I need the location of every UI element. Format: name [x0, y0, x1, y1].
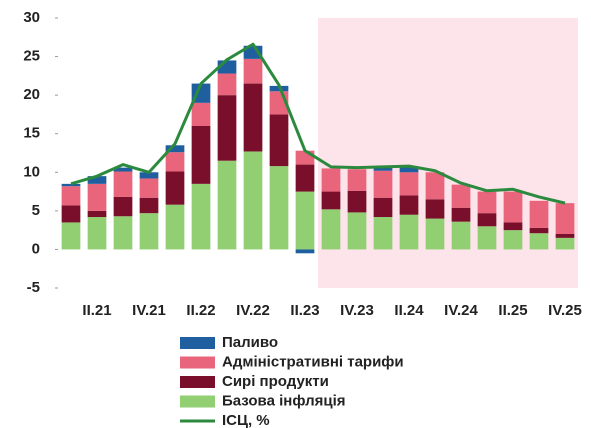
- bar-segment: [139, 213, 159, 250]
- bar-segment: [139, 172, 159, 179]
- bar-segment: [347, 169, 367, 191]
- legend-swatch: [180, 376, 215, 388]
- bar-segment: [399, 166, 419, 173]
- bar-segment: [477, 226, 497, 250]
- bar-segment: [555, 237, 575, 250]
- bar-segment: [61, 183, 81, 187]
- x-tick-label: II.22: [186, 302, 215, 319]
- bar-segment: [529, 233, 549, 250]
- x-tick-label: IV.25: [548, 302, 582, 319]
- x-tick-label: IV.22: [236, 302, 270, 319]
- x-tick-label: IV.23: [340, 302, 374, 319]
- x-tick-label: IV.21: [132, 302, 166, 319]
- bar-segment: [373, 217, 393, 250]
- bar-segment: [503, 191, 523, 223]
- y-tick-label: -5: [27, 279, 40, 296]
- bar-segment: [113, 171, 133, 197]
- bar-segment: [295, 191, 315, 250]
- legend-label: Адміністративні тарифи: [222, 353, 404, 370]
- bar-segment: [503, 222, 523, 231]
- bar-segment: [321, 191, 341, 210]
- bar-segment: [61, 186, 81, 206]
- bar-segment: [87, 217, 107, 250]
- bar-segment: [139, 197, 159, 214]
- bar-segment: [191, 102, 211, 126]
- x-tick-label: IV.24: [444, 302, 478, 319]
- bar-segment: [165, 204, 185, 250]
- bar-segment: [399, 172, 419, 196]
- bar-segment: [165, 171, 185, 205]
- bar-segment: [529, 227, 549, 234]
- bar-segment: [61, 222, 81, 250]
- bar-segment: [295, 249, 315, 254]
- legend-label: Паливо: [222, 334, 278, 351]
- bar-segment: [87, 210, 107, 218]
- bar-segment: [165, 152, 185, 172]
- legend-swatch: [180, 356, 215, 369]
- legend-label: ІСЦ, %: [222, 412, 270, 428]
- y-tick-label: 5: [32, 202, 40, 219]
- x-tick-label: II.21: [82, 302, 111, 319]
- bar-segment: [347, 212, 367, 250]
- bar-segment: [425, 172, 445, 200]
- bar-segment: [321, 168, 341, 192]
- y-tick-label: 0: [32, 240, 40, 257]
- bar-segment: [217, 160, 237, 250]
- bar-segment: [113, 216, 133, 250]
- y-tick-label: 15: [23, 125, 40, 142]
- bar-segment: [529, 200, 549, 228]
- y-tick-label: 25: [23, 48, 40, 65]
- bar-segment: [477, 191, 497, 214]
- bar-segment: [243, 151, 263, 250]
- legend-label: Сирі продукти: [222, 373, 329, 390]
- bar-segment: [373, 166, 393, 171]
- cpi-line: [70, 42, 566, 205]
- bar-segment: [243, 58, 263, 84]
- bar-segment: [399, 214, 419, 250]
- bar-segment: [477, 213, 497, 227]
- legend-label: Базова інфляція: [222, 392, 346, 409]
- bar-segment: [269, 114, 289, 167]
- bar-segment: [425, 218, 445, 250]
- legend-swatch: [180, 395, 215, 408]
- bar-segment: [295, 150, 315, 165]
- bar-segment: [373, 197, 393, 218]
- bar-segment: [113, 167, 133, 172]
- bar-segment: [217, 95, 237, 161]
- x-tick-label: II.23: [290, 302, 319, 319]
- bar-segment: [217, 73, 237, 96]
- bar-segment: [373, 170, 393, 198]
- bar-segment: [503, 230, 523, 250]
- bar-segment: [191, 183, 211, 250]
- bar-segment: [61, 205, 81, 223]
- y-tick-label: 10: [23, 163, 40, 180]
- bar-segment: [191, 126, 211, 184]
- bar-segment: [321, 209, 341, 250]
- bar-segment: [295, 164, 315, 192]
- bar-segment: [139, 178, 159, 198]
- bar-segment: [87, 183, 107, 211]
- bar-segment: [87, 176, 107, 184]
- bar-segment: [399, 195, 419, 215]
- bar-segment: [555, 234, 575, 238]
- bar-segment: [269, 166, 289, 250]
- y-tick-label: 20: [23, 86, 40, 103]
- bar-segment: [555, 203, 575, 234]
- bar-segment: [165, 145, 185, 153]
- x-tick-label: II.24: [394, 302, 424, 319]
- legend-swatch: [180, 337, 215, 349]
- bar-segment: [347, 190, 367, 213]
- bar-segment: [425, 199, 445, 219]
- bar-segment: [451, 184, 471, 208]
- bar-segment: [451, 221, 471, 250]
- bar-segment: [243, 83, 263, 152]
- y-tick-label: 30: [23, 9, 40, 26]
- x-tick-label: II.25: [498, 302, 527, 319]
- bar-segment: [113, 196, 133, 217]
- bar-segment: [451, 207, 471, 222]
